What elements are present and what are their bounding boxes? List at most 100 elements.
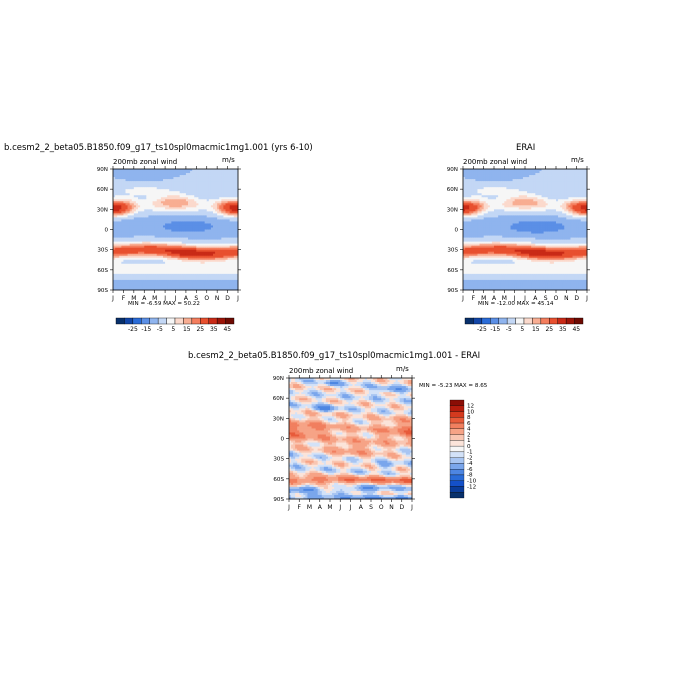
panel1-cell [200,229,203,232]
panel1-cell [131,241,135,245]
panel1-cell [156,181,160,184]
panel1-cell [121,249,124,253]
panel1-cell [198,229,201,232]
panel1-cell [192,185,195,188]
panel1-cell [160,191,164,194]
panel1-cell [202,251,206,255]
panel1-cell [200,201,203,204]
panel1-cell [154,247,158,251]
panel1-cell [200,225,203,228]
panel1-cell [206,199,210,202]
panel1-cell [171,195,174,198]
panel1-cell [202,239,206,242]
panel1-cell [213,271,216,275]
panel1-cell [150,211,153,214]
panel1-cell [179,251,183,255]
panel1-cell [121,177,124,180]
panel1-y-tick-label: 90S [97,288,108,294]
panel1-cell [150,253,153,257]
panel1-cell [208,261,212,265]
panel1-cell [144,247,147,251]
panel1-cell [185,227,189,230]
panel1-cell [221,197,224,200]
panel1-cell [142,203,145,206]
panel1-cell [231,169,235,172]
panel1-cell [121,183,124,186]
panel1-cell [142,181,145,184]
panel1-cell [227,213,231,216]
panel1-cell [200,175,203,178]
panel1-cell [115,273,118,277]
panel1-cell [119,175,122,178]
panel1-cell [206,195,210,198]
panel1-cell [165,205,168,208]
panel1-cell [177,195,181,198]
panel1-cell [196,179,199,182]
panel1-cell [188,233,191,236]
panel1-cell [142,241,145,245]
panel1-cell [223,181,226,184]
panel1-cell [121,243,124,247]
panel1-cell [165,177,168,180]
panel1-cell [173,233,176,236]
panel1-cell [223,195,226,198]
panel1-cell [115,249,118,253]
panel1-cell [125,279,128,283]
panel1-cell [221,247,224,251]
panel1-cell [213,283,216,287]
panel1-cell [121,275,124,279]
panel1-cell [121,269,124,273]
panel1-cell [223,263,226,267]
panel1-cell [142,279,145,283]
panel1-cell [125,237,128,240]
panel1-cell [185,275,189,279]
panel1-cell [179,191,183,194]
panel1-cell [171,187,174,190]
panel1-cell [138,201,141,204]
panel1-cell [158,229,162,232]
panel1-cell [227,281,231,285]
panel1-cell [138,279,141,283]
panel1-cell [183,237,187,240]
panel1-cell [156,231,160,234]
panel1-cell [115,219,118,222]
panel1-cell [138,283,141,287]
panel1-cell [223,251,226,255]
panel1-cell [156,213,160,216]
panel1-cell [165,247,168,251]
panel1-cell [169,191,172,194]
panel1-cell [190,267,193,271]
panel1-cell [231,205,235,208]
panel1-cell [133,269,137,273]
panel1-cell [146,281,149,285]
panel1-cell [135,271,139,275]
panel1-cell [213,195,216,198]
panel1-cell [133,189,137,192]
panel1-cell [140,195,143,198]
panel1-cell [190,191,193,194]
panel1-cell [231,249,235,253]
panel1-cell [140,209,143,212]
panel1-cell [154,283,158,287]
panel1-cell [223,187,226,190]
panel1-cell [198,171,201,174]
panel1-cell [206,257,210,261]
panel1-cell [181,197,185,200]
panel1-cell [113,267,116,271]
panel1-cell [165,255,168,259]
panel1-cell [181,249,185,253]
panel1-cell [179,269,183,273]
panel1-cell [113,275,116,279]
panel1-cell [119,243,122,247]
panel1-cell [121,281,124,285]
panel1-cell [190,201,193,204]
panel1-cell [227,277,231,281]
panel1-cell [206,251,210,255]
panel1-cell [231,231,235,234]
panel1-cell [225,213,228,216]
panel1-cell [221,219,224,222]
panel1-cell [202,191,206,194]
panel1-cell [160,285,164,289]
panel1-cell [194,271,197,275]
panel1-cell [208,203,212,206]
